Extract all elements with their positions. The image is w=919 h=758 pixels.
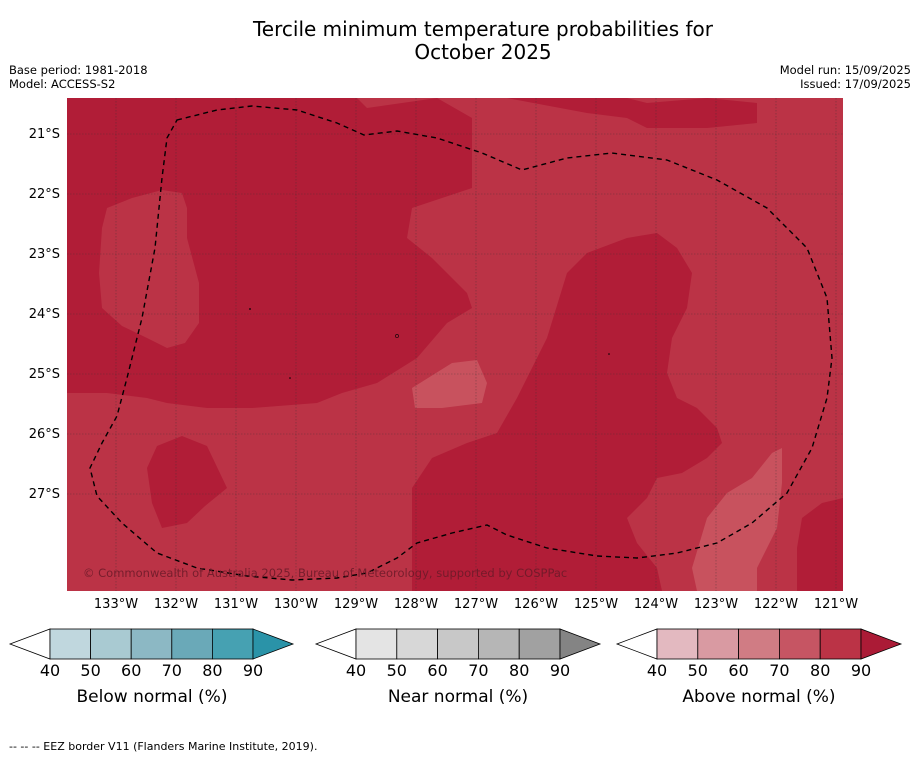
lon-label: 131°W — [213, 597, 259, 612]
colorbar-tick: 60 — [121, 661, 141, 680]
colorbar-below-bin — [211, 628, 254, 660]
eez-border — [89, 105, 833, 581]
colorbar-near-label: Near normal (%) — [387, 687, 529, 707]
contour-high-north — [507, 98, 757, 128]
contour-light-center — [412, 360, 487, 408]
colorbar-below-cap-low — [8, 628, 51, 660]
lon-label: 122°W — [753, 597, 799, 612]
colorbar-near-bin — [355, 628, 398, 660]
colorbar-tick: 50 — [80, 661, 100, 680]
colorbar-tick: 40 — [346, 661, 366, 680]
lat-label: 22°S — [28, 187, 60, 202]
colorbar-above-bin — [819, 628, 862, 660]
meta-left: Base period: 1981-2018 Model: ACCESS-S2 — [9, 63, 148, 91]
contour-light-east — [692, 448, 782, 591]
colorbar-above-bin — [779, 628, 821, 660]
lon-label: 123°W — [693, 597, 739, 612]
lat-label: 21°S — [28, 127, 60, 142]
colorbar-tick: 40 — [647, 661, 667, 680]
colorbar-near — [314, 628, 602, 660]
colorbar-tick: 90 — [550, 661, 570, 680]
colorbar-tick: 60 — [728, 661, 748, 680]
island-mark — [249, 308, 251, 310]
colorbar-above-label: Above normal (%) — [682, 687, 836, 707]
island-mark — [289, 377, 291, 379]
colorbar-near-bin — [477, 628, 520, 660]
lat-label: 23°S — [28, 247, 60, 262]
colorbar-tick: 40 — [40, 661, 60, 680]
probability-map: © Commonwealth of Australia 2025, Bureau… — [67, 98, 843, 591]
lon-label: 129°W — [333, 597, 379, 612]
colorbar-tick: 80 — [202, 661, 222, 680]
issued-date: Issued: 17/09/2025 — [800, 77, 911, 91]
colorbar-tick: 60 — [427, 661, 447, 680]
lon-label: 130°W — [273, 597, 319, 612]
lat-label: 24°S — [28, 307, 60, 322]
colorbar-tick: 80 — [509, 661, 529, 680]
title-line-1: Tercile minimum temperature probabilitie… — [252, 17, 714, 41]
chart-title: Tercile minimum temperature probabilitie… — [0, 18, 919, 64]
copyright-text: © Commonwealth of Australia 2025, Bureau… — [83, 566, 567, 580]
colorbar-below-bin — [130, 628, 173, 660]
colorbar-below-cap-high — [252, 628, 295, 660]
lon-label: 126°W — [513, 597, 559, 612]
contour-high-west — [67, 98, 472, 408]
colorbar-tick: 90 — [851, 661, 871, 680]
lat-label: 27°S — [28, 487, 60, 502]
colorbar-legend: 40 50 60 70 80 90 40 50 60 70 80 90 40 5… — [8, 628, 903, 680]
colorbar-below-bin — [49, 628, 91, 660]
colorbar-above-cap-high — [860, 628, 903, 660]
island-mark — [395, 334, 399, 338]
colorbar-above — [615, 628, 903, 660]
colorbar-below-label: Below normal (%) — [76, 687, 228, 707]
lon-label: 124°W — [633, 597, 679, 612]
island-mark — [608, 353, 610, 355]
colorbar-near-bin — [437, 628, 479, 660]
colorbar-tick: 70 — [162, 661, 182, 680]
lon-label: 128°W — [393, 597, 439, 612]
colorbar-near-bin — [396, 628, 438, 660]
lon-label: 133°W — [93, 597, 139, 612]
colorbar-below-bin — [90, 628, 132, 660]
colorbar-tick: 50 — [387, 661, 407, 680]
colorbar-below — [8, 628, 295, 660]
base-period: Base period: 1981-2018 — [9, 63, 148, 77]
meta-right: Model run: 15/09/2025 Issued: 17/09/2025 — [780, 63, 911, 91]
colorbar-tick: 80 — [810, 661, 830, 680]
lat-label: 26°S — [28, 427, 60, 442]
model-name: Model: ACCESS-S2 — [9, 77, 116, 91]
contour-high-central — [412, 233, 722, 591]
colorbar-near-cap-low — [314, 628, 357, 660]
colorbar-near-bin — [518, 628, 561, 660]
graticule — [67, 98, 843, 591]
colorbar-below-bin — [171, 628, 213, 660]
colorbar-tick: 50 — [688, 661, 708, 680]
colorbar-tick: 90 — [243, 661, 263, 680]
footer-note: -- -- -- EEZ border V11 (Flanders Marine… — [9, 740, 318, 753]
colorbar-tick: 70 — [769, 661, 789, 680]
colorbar-above-bin — [697, 628, 739, 660]
colorbar-above-cap-low — [615, 628, 658, 660]
title-line-2: October 2025 — [414, 40, 552, 64]
colorbar-tick: 70 — [468, 661, 488, 680]
colorbar-above-bin — [738, 628, 780, 660]
lon-label: 132°W — [153, 597, 199, 612]
contour-high-small-west — [147, 436, 227, 528]
colorbar-above-bin — [656, 628, 699, 660]
lon-label: 125°W — [573, 597, 619, 612]
lon-label: 121°W — [813, 597, 859, 612]
lon-label: 127°W — [453, 597, 499, 612]
model-run: Model run: 15/09/2025 — [779, 63, 911, 77]
lat-label: 25°S — [28, 367, 60, 382]
colorbar-near-cap-high — [559, 628, 602, 660]
contour-high-east — [797, 498, 843, 591]
